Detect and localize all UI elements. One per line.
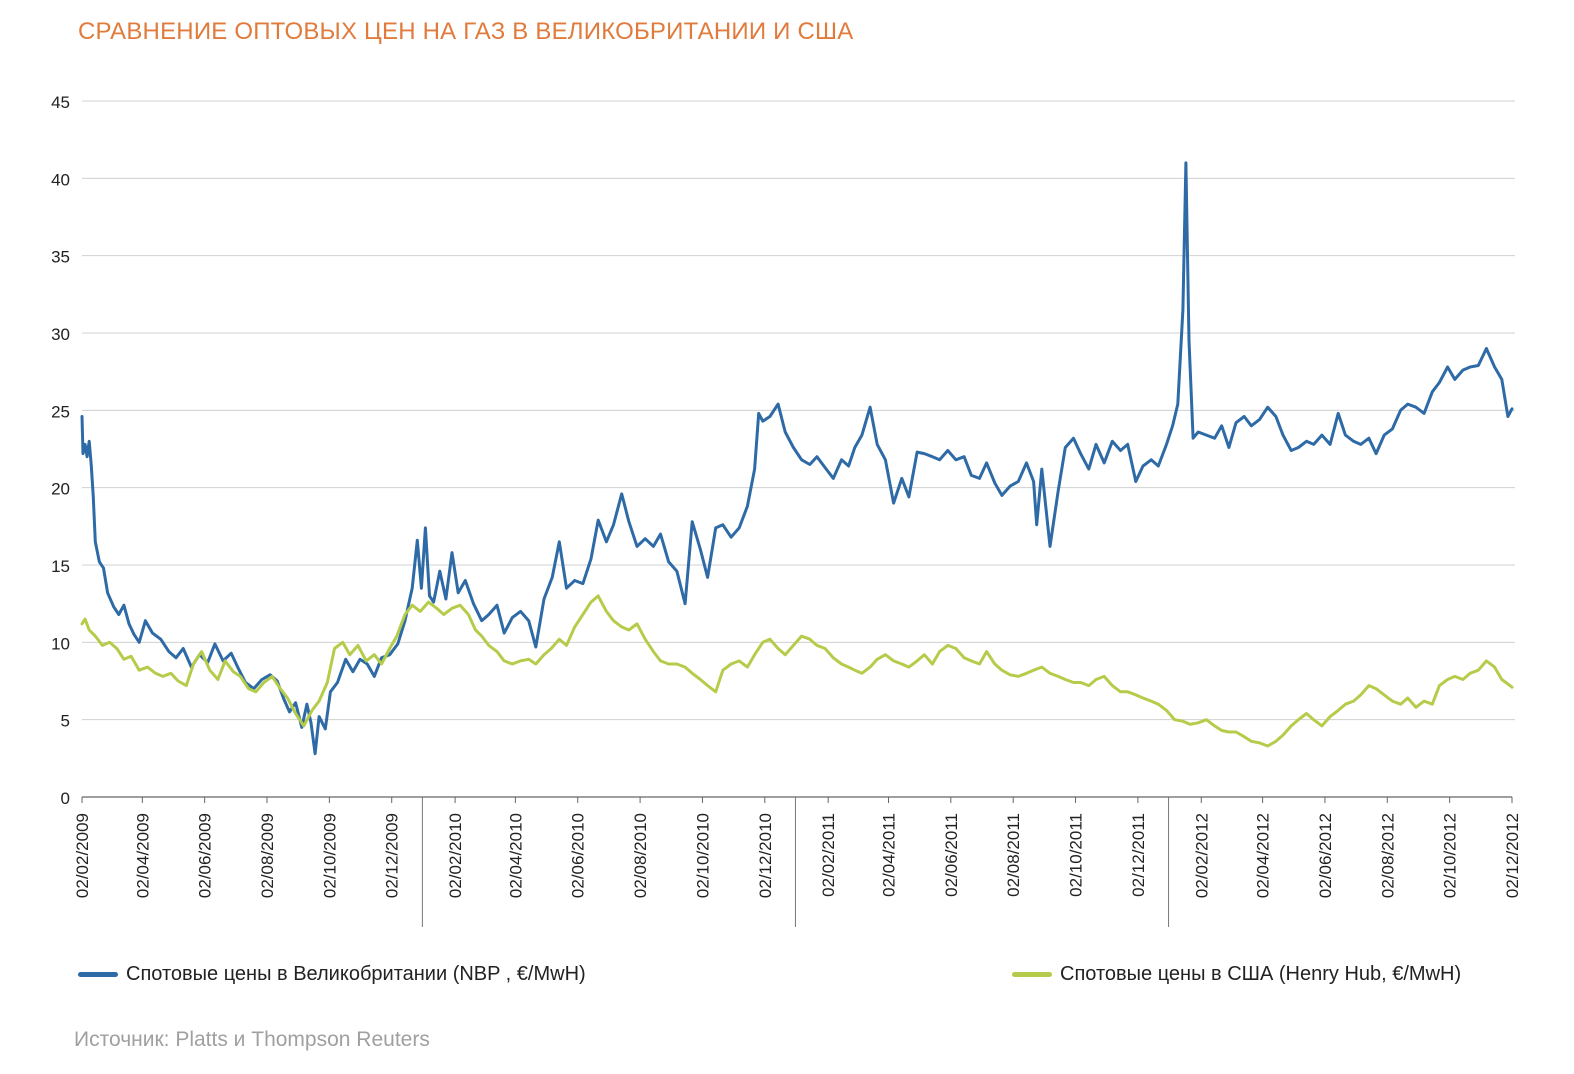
x-tick-label: 02/04/2011 — [879, 813, 898, 897]
x-tick-label: 02/04/2010 — [506, 813, 525, 898]
x-tick-label: 02/10/2010 — [693, 813, 712, 898]
x-tick-label: 02/12/2010 — [756, 813, 775, 898]
x-tick-label: 02/12/2011 — [1129, 813, 1148, 897]
y-tick-label: 5 — [61, 712, 70, 731]
legend-item-henry-hub: Спотовые цены в США (Henry Hub, €/MwH) — [1012, 961, 1461, 987]
series-line-henry-hub — [80, 594, 1514, 748]
x-tick-label: 02/06/2009 — [196, 813, 215, 898]
y-tick-label: 10 — [51, 634, 70, 653]
legend-swatch-nbp — [78, 971, 118, 977]
x-tick-label: 02/06/2012 — [1316, 813, 1335, 898]
x-axis: 02/02/2009 02/04/2009 02/06/2009 02/08/2009… — [73, 796, 1522, 927]
x-tick-label: 02/08/2009 — [258, 813, 277, 898]
x-tick-label: 02/06/2010 — [569, 813, 588, 898]
chart-title: СРАВНЕНИЕ ОПТОВЫХ ЦЕН НА ГАЗ В ВЕЛИКОБРИ… — [78, 18, 854, 45]
y-tick-label: 45 — [51, 93, 70, 112]
y-tick-label: 15 — [51, 557, 70, 576]
x-tick-label: 02/02/2010 — [446, 813, 465, 898]
x-tick-label: 02/04/2012 — [1254, 813, 1273, 898]
y-tick-label: 20 — [51, 480, 70, 499]
x-tick-label: 02/06/2011 — [942, 813, 961, 897]
x-tick-label: 02/10/2011 — [1067, 813, 1086, 897]
y-tick-label: 25 — [51, 402, 70, 421]
legend-label-henry-hub: Спотовые цены в США (Henry Hub, €/MwH) — [1060, 962, 1462, 985]
x-tick-label: 02/12/2009 — [383, 813, 402, 898]
series-line-nbp — [80, 161, 1514, 756]
x-tick-label: 02/08/2010 — [631, 813, 650, 898]
y-tick-label: 35 — [51, 248, 70, 267]
source-note: Источник: Platts и Thompson Reuters — [74, 1028, 430, 1051]
x-tick-label: 02/04/2009 — [133, 813, 152, 898]
y-tick-label: 0 — [61, 789, 70, 808]
x-tick-label: 02/02/2009 — [73, 813, 92, 898]
y-tick-label: 30 — [51, 325, 70, 344]
y-tick-label: 40 — [51, 170, 70, 189]
series-group — [80, 161, 1514, 756]
grid — [82, 100, 1515, 721]
x-tick-label: 02/08/2011 — [1004, 813, 1023, 897]
legend-label-nbp: Спотовые цены в Великобритании (NBP , €/… — [126, 962, 586, 985]
x-tick-label: 02/08/2012 — [1378, 813, 1397, 898]
legend-swatch-henry-hub — [1012, 971, 1052, 977]
x-tick-label: 02/12/2012 — [1503, 813, 1522, 898]
x-tick-label: 02/10/2012 — [1441, 813, 1460, 898]
legend-item-nbp: Спотовые цены в Великобритании (NBP , €/… — [78, 961, 586, 987]
x-tick-label: 02/10/2009 — [320, 813, 339, 898]
x-tick-label: 02/02/2012 — [1192, 813, 1211, 898]
y-axis: 0 5 10 15 20 25 30 35 40 45 — [51, 93, 70, 808]
x-tick-label: 02/02/2011 — [819, 813, 838, 897]
